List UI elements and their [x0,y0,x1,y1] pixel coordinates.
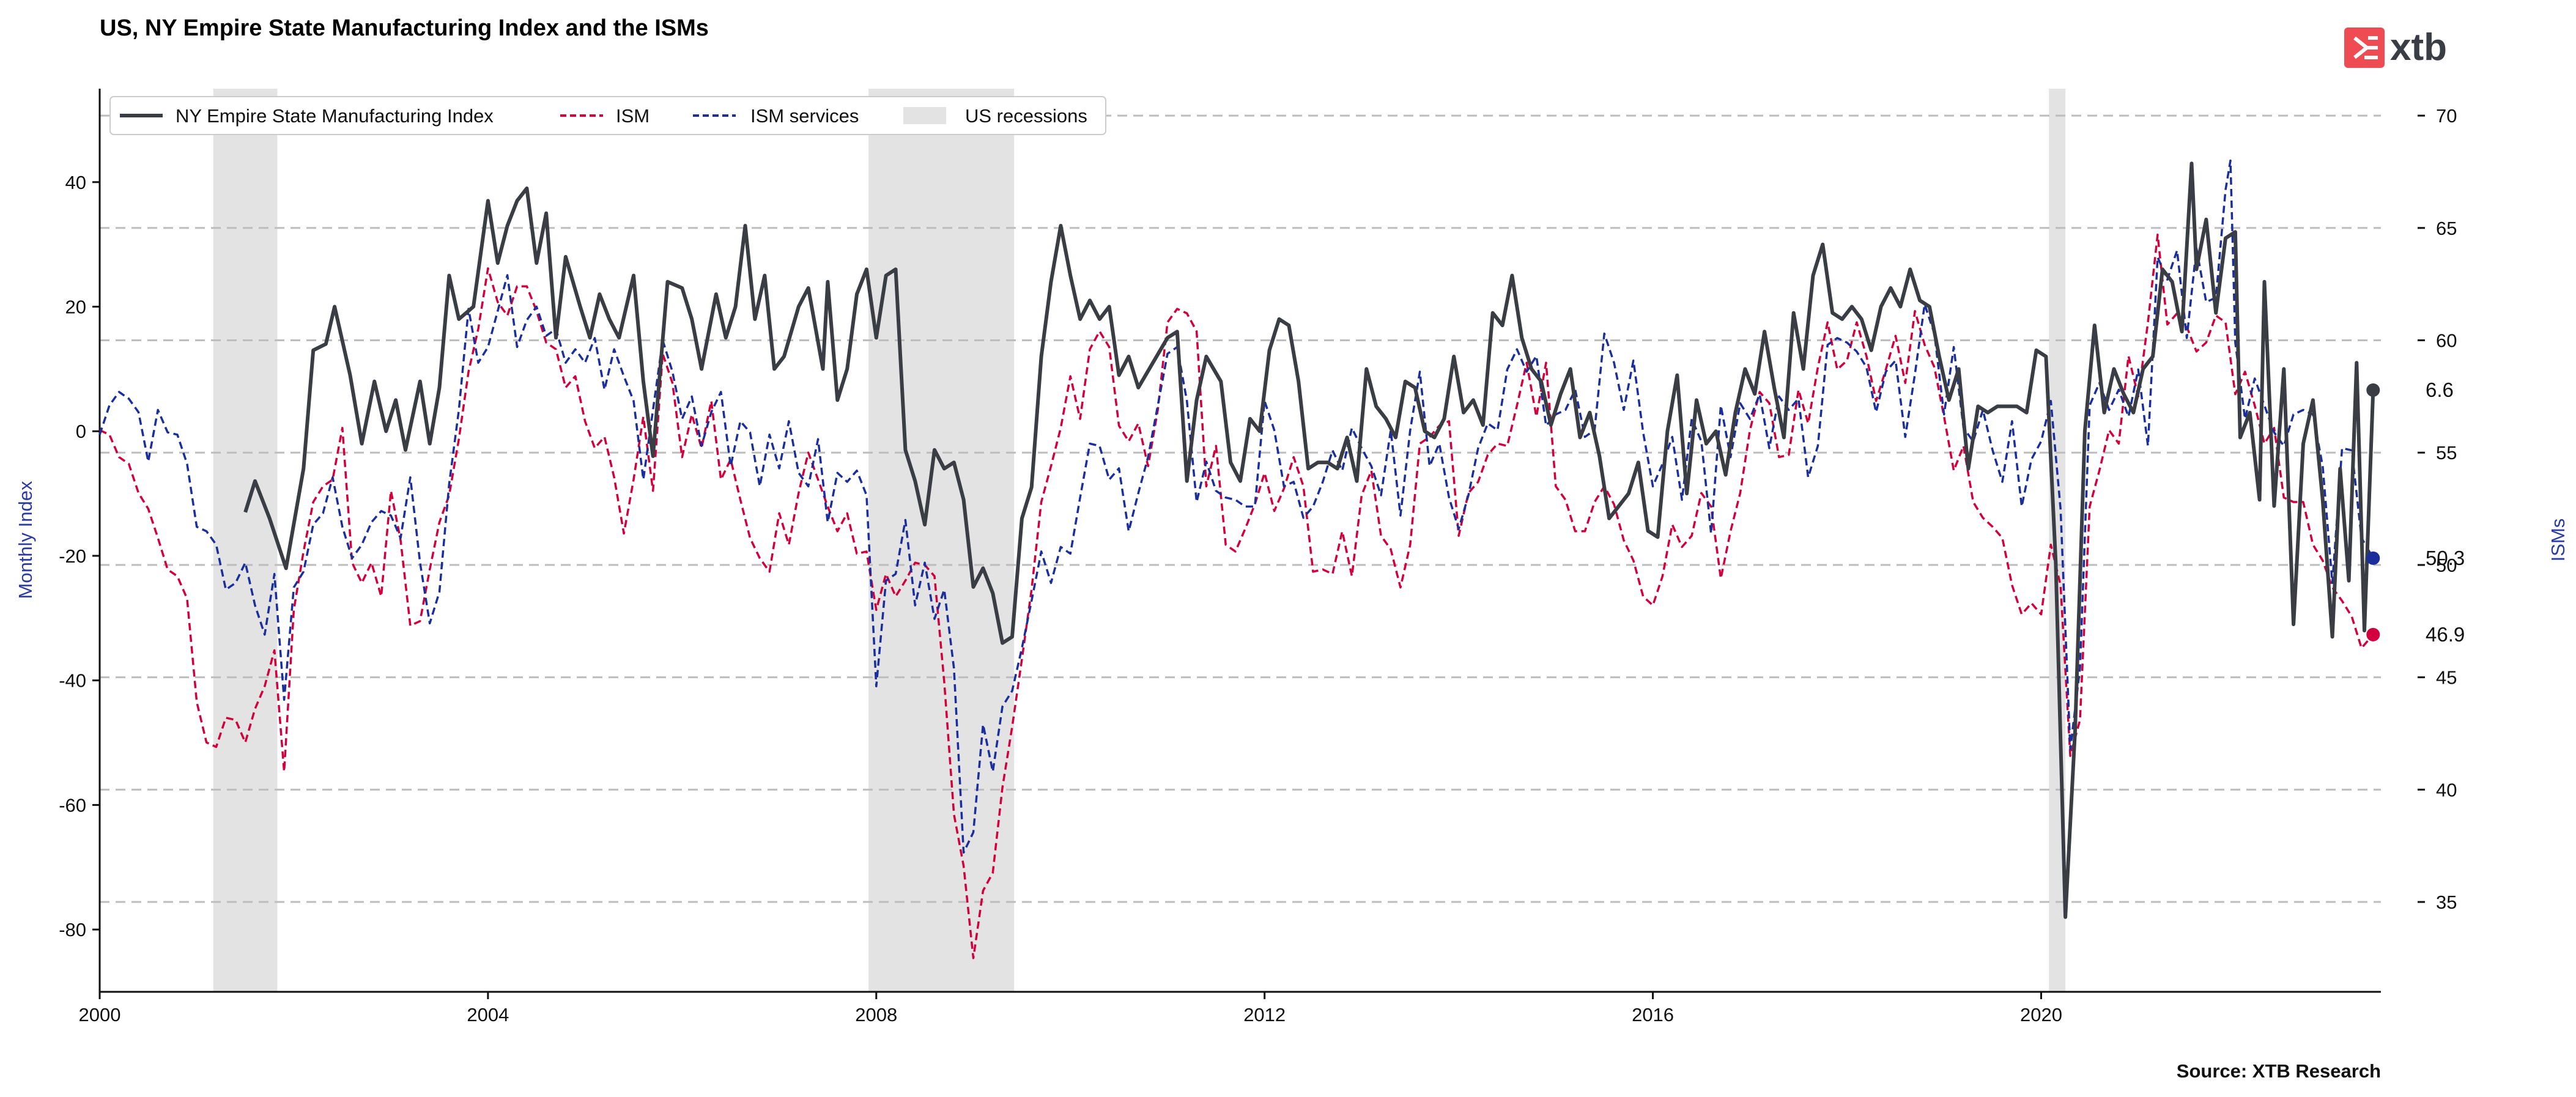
end-marker [2366,627,2380,641]
end-marker [2366,551,2380,565]
legend-label-ism-services: ISM services [750,105,859,127]
xtb-logo: xtb [2344,26,2447,68]
left-tick-label: -60 [59,794,86,816]
x-tick-label: 2016 [1632,1004,1674,1025]
source-note: Source: XTB Research [2177,1060,2381,1082]
left-tick-label: -80 [59,919,86,940]
right-tick-label: 65 [2436,218,2457,239]
legend-label-recessions: US recessions [965,105,1087,127]
legend-label-ism: ISM [616,105,650,127]
right-tick-label: 45 [2436,667,2457,689]
x-tick-label: 2008 [855,1004,897,1025]
series-endpoints: 6.6 50.3 46.9 [2366,379,2465,646]
left-tick-label: 20 [65,297,86,318]
right-axis-ticks: 35 40 45 50 55 60 65 70 [2418,105,2457,913]
x-tick-label: 2020 [2020,1004,2062,1025]
legend-box [109,96,1106,135]
recession-band [213,89,278,992]
end-value-label: 50.3 [2426,547,2465,569]
series-line-ism-services [98,159,2374,854]
axes-layer [98,89,2381,993]
x-tick-label: 2004 [467,1004,509,1025]
right-tick-label: 50 [2436,555,2457,576]
series-line-ny-empire-state-manufacturing-index [243,161,2375,919]
left-tick-label: -40 [59,670,86,692]
grid-layer [100,114,2381,903]
end-value-label: 46.9 [2426,623,2465,646]
x-tick-label: 2000 [79,1004,121,1025]
end-marker [2366,383,2380,397]
left-axis-label: Monthly Index [15,481,36,599]
chart-title: US, NY Empire State Manufacturing Index … [100,15,709,41]
right-tick-label: 35 [2436,892,2457,913]
logo-x-icon [2353,36,2378,59]
series-layer [98,159,2375,959]
legend-swatch-recessions [903,107,946,124]
right-tick-label: 70 [2436,105,2457,127]
right-axis-label: ISMs [2547,519,2569,562]
left-axis-ticks: -80 -60 -40 -20 0 20 40 [59,172,100,940]
series-line-ism [99,234,2374,959]
x-axis-ticks: 2000 2004 2008 2012 2016 2020 [79,992,2062,1025]
recession-band [868,89,1015,992]
left-tick-label: -20 [59,545,86,567]
recessions-layer [213,89,2066,992]
right-tick-label: 60 [2436,330,2457,352]
x-tick-label: 2012 [1243,1004,1286,1025]
legend: NY Empire State Manufacturing Index ISM … [109,96,1106,135]
right-tick-label: 40 [2436,779,2457,800]
legend-label-empire: NY Empire State Manufacturing Index [176,105,494,127]
right-tick-label: 55 [2436,442,2457,464]
logo-text: xtb [2390,26,2447,68]
left-tick-label: 40 [65,172,86,193]
end-value-label: 6.6 [2426,379,2454,401]
left-tick-label: 0 [76,421,86,442]
